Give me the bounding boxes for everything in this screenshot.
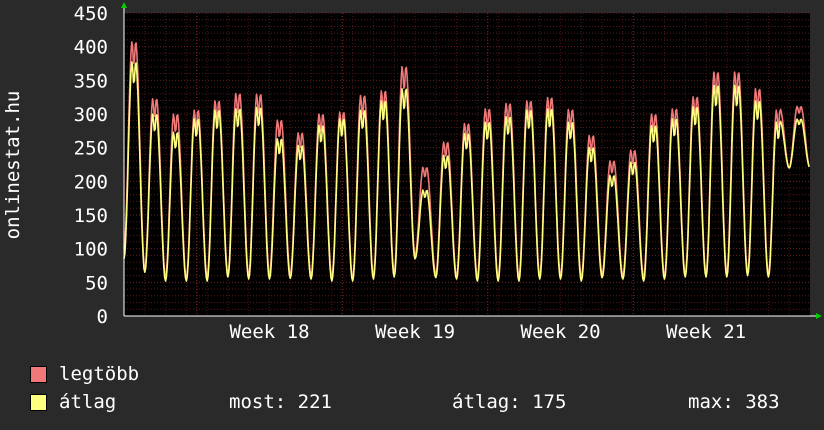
axes [121, 2, 822, 319]
y-tick-label: 300 [74, 104, 108, 126]
stat-current: most: 221 [229, 391, 332, 413]
y-tick-label: 400 [74, 37, 108, 59]
y-tick-label: 150 [74, 205, 108, 227]
plot-background [124, 13, 810, 316]
y-tick-labels: 0 50 100 150 200 250 300 350 400 450 [74, 3, 108, 328]
legend-item-atlag: átlag [30, 390, 116, 414]
x-tick-label: Week 20 [521, 321, 601, 343]
grid [124, 12, 810, 316]
y-axis-label: onlinestat.hu [2, 91, 24, 240]
stat-average: átlag: 175 [452, 391, 567, 413]
x-tick-label: Week 21 [666, 321, 746, 343]
legend-item-legtobb: legtöbb [30, 362, 139, 386]
series-line-atlag [123, 61, 810, 282]
y-tick-label: 0 [97, 306, 108, 328]
legend-swatch-atlag [30, 393, 47, 411]
y-tick-label: 450 [74, 3, 108, 25]
x-axis-arrow-icon [816, 313, 822, 319]
y-tick-label: 350 [74, 70, 108, 92]
y-tick-label: 50 [85, 272, 108, 294]
x-tick-label: Week 18 [229, 321, 309, 343]
legend-label-atlag: átlag [59, 391, 117, 413]
stat-max: max: 383 [688, 391, 780, 413]
legend-swatch-legtobb [30, 365, 47, 383]
y-tick-label: 200 [74, 171, 108, 193]
x-tick-label: Week 19 [375, 321, 455, 343]
y-axis-arrow-icon [121, 2, 127, 8]
legend-label-legtobb: legtöbb [59, 363, 140, 385]
y-tick-label: 100 [74, 239, 108, 261]
series-layer [123, 41, 810, 282]
x-tick-labels: Week 18 Week 19 Week 20 Week 21 [229, 321, 746, 343]
y-tick-label: 250 [74, 138, 108, 160]
series-line-legtobb [123, 41, 810, 280]
